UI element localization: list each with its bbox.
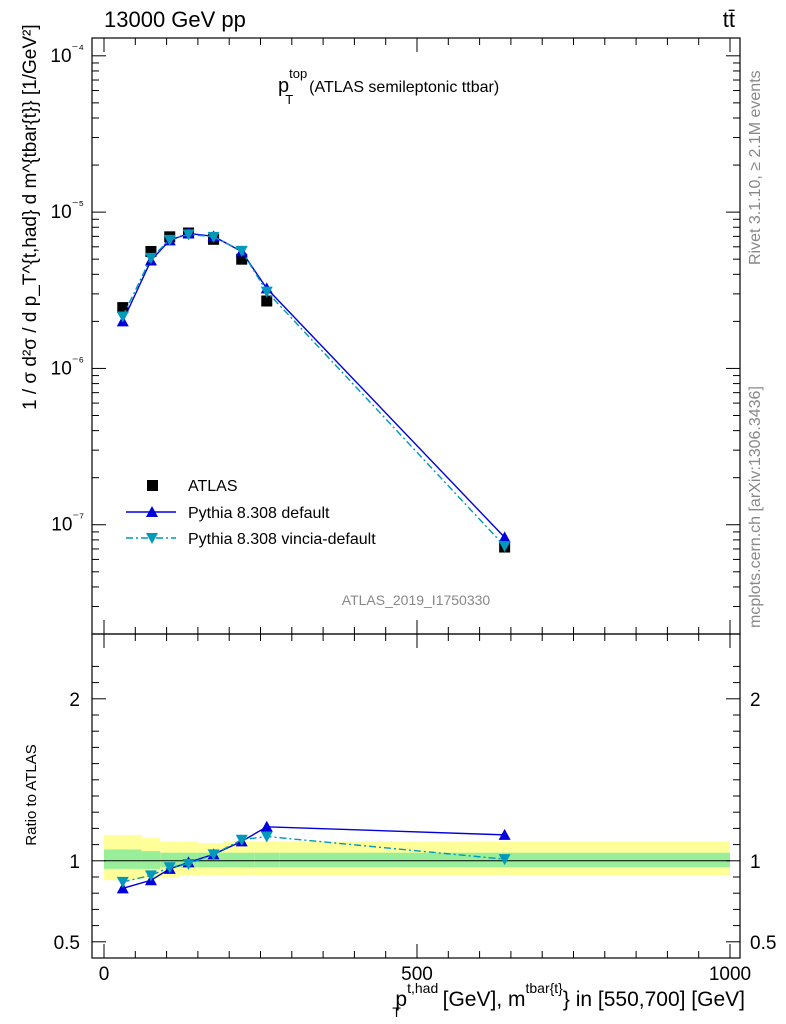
main-series-0-point — [261, 295, 273, 307]
main-series-0-point — [117, 302, 129, 314]
ratio-series-1-point — [498, 854, 511, 866]
legend: ATLAS Pythia 8.308 default Pythia 8.308 … — [126, 478, 376, 548]
energy-label: 13000 GeV pp — [104, 7, 246, 32]
uncertainty-bands — [104, 834, 730, 881]
mcplots-label: mcplots.cern.ch [arXiv:1306.3436] — [747, 386, 764, 628]
legend-label-vincia: Pythia 8.308 vincia-default — [188, 531, 376, 548]
main-series-0-point — [145, 245, 157, 257]
main-series-0-point — [498, 531, 511, 543]
ratio-series-0-point — [498, 828, 511, 840]
x-tick-label: 1000 — [709, 964, 751, 985]
ratio-y-tick-label: 0.5 — [54, 933, 80, 954]
ratio-y-tick-label-right: 2 — [750, 690, 761, 711]
ratio-plot-frame — [91, 633, 741, 959]
green-band-bin — [222, 852, 255, 868]
main-series-line-0 — [122, 232, 506, 538]
main-series-1-point — [182, 229, 195, 241]
legend-marker-atlas — [147, 480, 158, 491]
ratio-series-1-point — [235, 834, 248, 846]
main-series-1-point — [260, 286, 273, 298]
x-tick-label: 0 — [99, 964, 110, 985]
x-tick-label: 500 — [401, 964, 433, 985]
green-band-bin — [141, 851, 161, 869]
main-y-tick-label: 10⁻⁴ — [50, 41, 84, 67]
legend-marker-default — [146, 506, 158, 517]
legend-label-atlas: ATLAS — [188, 478, 238, 495]
ratio-y-tick-label-right: 1 — [750, 852, 761, 873]
process-label: tt̄ — [723, 7, 735, 32]
main-y-tick-label: 10⁻⁷ — [51, 510, 84, 536]
rivet-label: Rivet 3.1.10, ≥ 2.1M events — [747, 70, 764, 265]
legend-marker-vincia — [146, 533, 158, 544]
ratio-y-tick-label: 1 — [69, 852, 80, 873]
main-series-1-point — [116, 311, 129, 323]
ratio-series-1-point — [260, 831, 273, 843]
main-series-1-point — [207, 231, 220, 243]
analysis-tag: ATLAS_2019_I1750330 — [342, 592, 491, 608]
main-series-1-point — [235, 245, 248, 257]
ratio-series-1-point — [207, 849, 220, 861]
ratio-series-1-point — [182, 859, 195, 871]
x-axis-label: pt,had T [GeV], mtbar{t}} in [550,700] [G… — [392, 980, 745, 1020]
main-title: ptop T(ATLAS semileptonic ttbar) — [278, 66, 499, 107]
ratio-y-axis-label: Ratio to ATLAS — [23, 744, 40, 845]
green-band-bin — [104, 849, 142, 869]
ratio-series-1-point — [163, 862, 176, 874]
main-series-1-point — [144, 252, 157, 264]
main-y-tick-label: 10⁻⁶ — [51, 353, 84, 379]
ratio-series-1-point — [116, 876, 129, 888]
legend-label-default: Pythia 8.308 default — [188, 505, 330, 522]
main-series-1-point — [163, 234, 176, 246]
axis-ticks: 10⁻⁷ 10⁻⁶ 10⁻⁵ 10⁻⁴ 0 500 1000 0.5 0.5 1 1 2 2 — [50, 38, 776, 985]
main-series-line-1 — [122, 233, 506, 547]
main-series-0-point — [236, 253, 248, 265]
main-y-tick-label: 10⁻⁵ — [51, 197, 84, 223]
main-y-axis-label: 1 / σ d²σ / d p_T^{t,had} d m^{tbar{t}} … — [20, 24, 41, 410]
ratio-y-tick-label: 2 — [69, 690, 80, 711]
green-band-bin — [254, 852, 280, 868]
ratio-series-0-point — [260, 820, 273, 832]
ratio-series-group — [116, 820, 511, 894]
ratio-y-tick-label-right: 0.5 — [750, 933, 776, 954]
main-series-group — [116, 227, 511, 553]
main-series-1-point — [498, 541, 511, 553]
ratio-series-1-point — [144, 870, 157, 882]
